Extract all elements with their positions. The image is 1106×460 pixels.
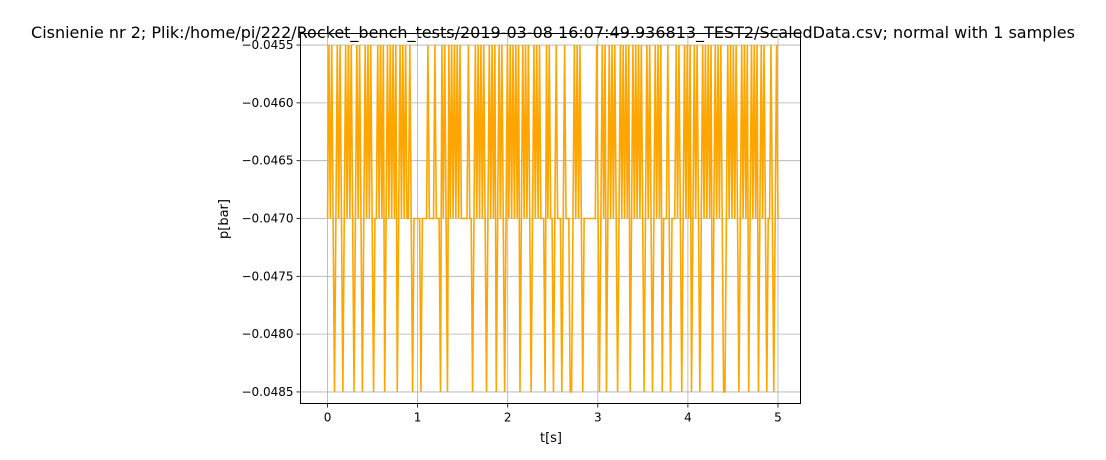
x-tick-label: 3 <box>594 411 602 425</box>
y-tick-label: −0.0470 <box>241 212 293 226</box>
pressure-series-line <box>326 45 779 393</box>
y-axis: −0.0485 −0.0480 −0.0475 −0.0470 −0.0465 −0.04… <box>241 38 301 399</box>
x-tick-label: 4 <box>684 411 692 425</box>
y-axis-label: p[bar] <box>217 199 232 239</box>
x-axis: 0 1 2 3 4 5 <box>324 403 782 425</box>
series-layer <box>326 45 779 393</box>
y-tick-label: −0.0455 <box>241 38 293 52</box>
y-tick-label: −0.0485 <box>241 385 293 399</box>
x-tick-label: 0 <box>324 411 332 425</box>
y-tick-label: −0.0480 <box>241 327 293 341</box>
x-tick-label: 5 <box>774 411 782 425</box>
y-tick-label: −0.0475 <box>241 269 293 283</box>
y-tick-label: −0.0465 <box>241 154 293 168</box>
x-axis-label: t[s] <box>540 431 562 446</box>
x-tick-label: 2 <box>504 411 512 425</box>
y-tick-label: −0.0460 <box>241 96 293 110</box>
x-tick-label: 1 <box>414 411 422 425</box>
